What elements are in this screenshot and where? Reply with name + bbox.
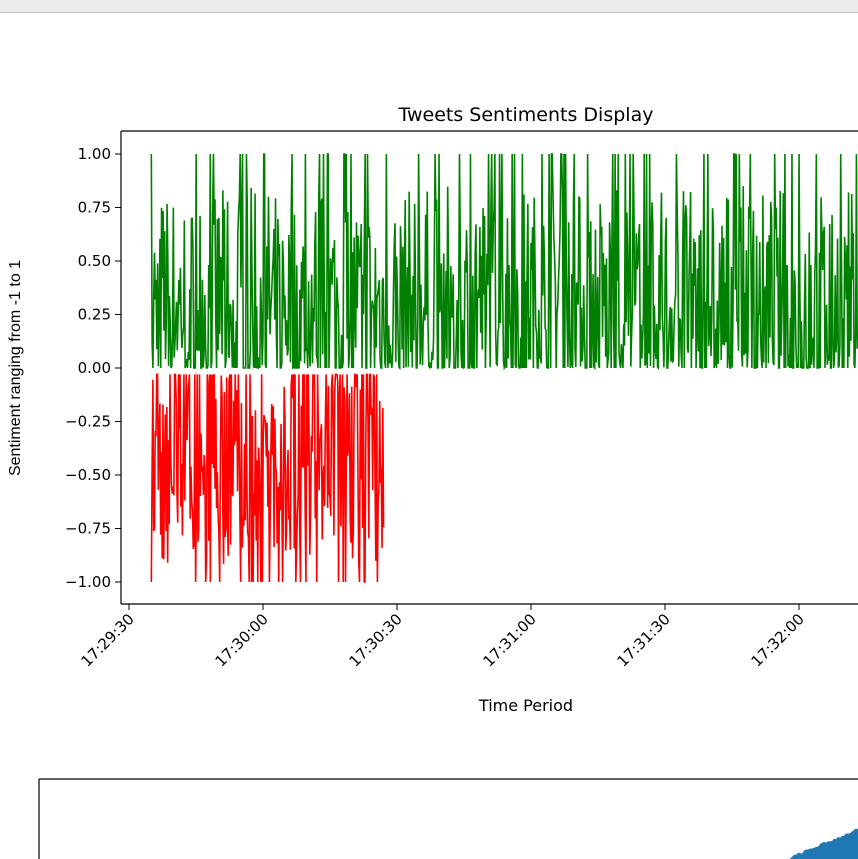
y-tick-label: 0.75 — [78, 199, 111, 217]
x-tick-label: 17:32:00 — [747, 610, 807, 670]
y-tick-label: −1.00 — [65, 573, 111, 591]
negative-sentiment-line — [150, 373, 385, 583]
y-axis-label: Sentiment ranging from -1 to 1 — [7, 260, 24, 476]
x-axis-label: Time Period — [478, 696, 573, 715]
y-tick-label: 1.00 — [78, 145, 111, 163]
x-tick-label: 17:30:00 — [211, 610, 271, 670]
y-tick-label: 0.00 — [78, 359, 111, 377]
y-tick-label: −0.25 — [65, 413, 111, 431]
y-tick-label: 0.25 — [78, 306, 111, 324]
x-tick-label: 17:31:30 — [613, 610, 673, 670]
x-tick-label: 17:30:30 — [345, 610, 405, 670]
series-layer — [150, 153, 858, 583]
chart-title: Tweets Sentiments Display — [398, 104, 654, 126]
y-tick-label: −0.50 — [65, 466, 111, 484]
x-axis-ticks: 17:29:30 17:30:00 17:30:30 17:31:00 17:31:30… — [77, 604, 808, 670]
positive-sentiment-line — [150, 153, 858, 371]
y-tick-label: −0.75 — [65, 520, 111, 538]
y-tick-label: 0.50 — [78, 252, 111, 270]
window-top-bar — [0, 0, 858, 13]
x-tick-label: 17:31:00 — [479, 610, 539, 670]
y-axis-ticks: 1.00 0.75 0.50 0.25 0.00 −0.25 −0.50 −0.75 −1.00 — [65, 145, 121, 591]
x-tick-label: 17:29:30 — [77, 610, 137, 670]
second-chart-area — [790, 828, 858, 859]
